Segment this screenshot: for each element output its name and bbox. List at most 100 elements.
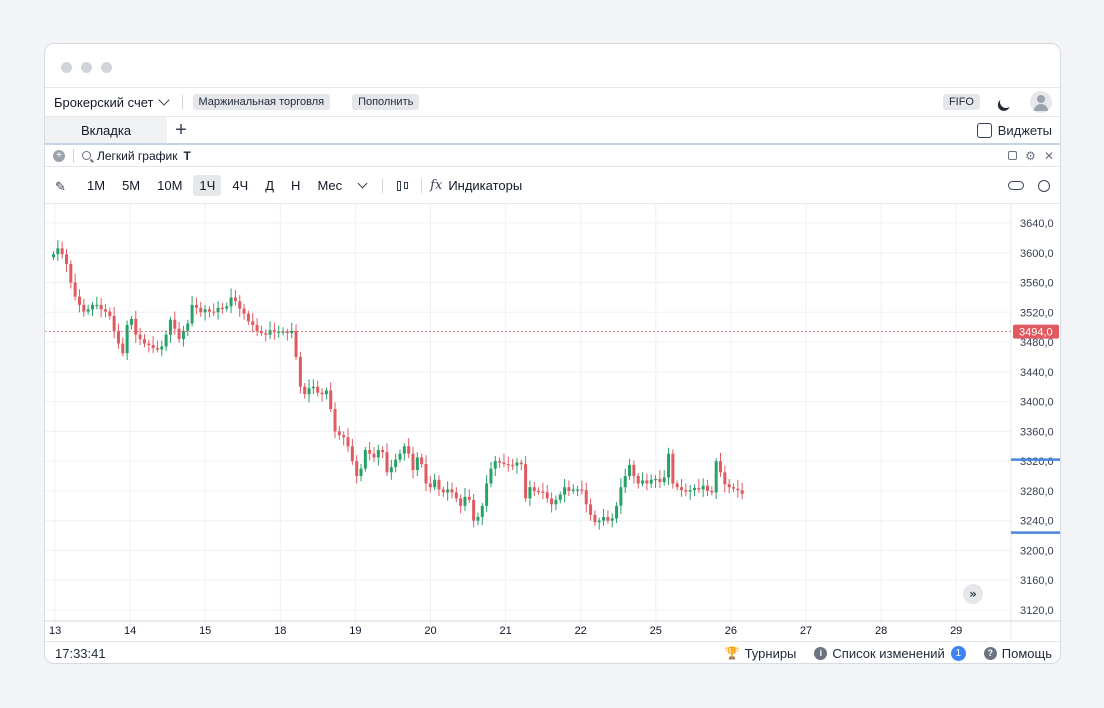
- x-tick-label: 26: [725, 625, 737, 637]
- add-tab-button[interactable]: +: [175, 118, 187, 141]
- help-icon: ?: [983, 646, 997, 660]
- timeframe-day[interactable]: Д: [265, 178, 275, 193]
- candle-body: [212, 311, 216, 313]
- tab-bar: Вкладка + Виджеты: [45, 117, 1060, 145]
- indicators-button[interactable]: Индикаторы: [448, 178, 523, 193]
- y-tick-label: 3360,0: [1020, 426, 1054, 438]
- candle-body: [194, 304, 198, 308]
- tournaments-label: Турниры: [744, 645, 797, 661]
- candle-body: [446, 489, 450, 493]
- candle-body: [90, 304, 94, 310]
- candle-body: [203, 309, 207, 313]
- maximize-icon[interactable]: [1008, 151, 1018, 160]
- timeframe-1m[interactable]: 1М: [87, 178, 106, 193]
- candle-body: [472, 499, 476, 521]
- window-maximize-dot[interactable]: [101, 62, 112, 73]
- candlestick-icon[interactable]: [397, 179, 413, 193]
- candle-body: [216, 307, 220, 313]
- candle-body: [719, 461, 723, 473]
- y-tick-label: 3160,0: [1020, 575, 1054, 587]
- pencil-icon[interactable]: ✎: [55, 178, 66, 194]
- candle-body: [489, 468, 493, 484]
- candle-body: [190, 304, 194, 324]
- candle-body: [355, 461, 359, 477]
- deposit-button[interactable]: Пополнить: [352, 94, 420, 110]
- x-tick-label: 13: [49, 625, 61, 637]
- moon-icon[interactable]: [998, 94, 1013, 109]
- candle-body: [121, 343, 125, 354]
- candle-body: [246, 313, 250, 322]
- candle-body: [437, 479, 441, 490]
- window-minimize-dot[interactable]: [81, 62, 92, 73]
- clock: 17:33:41: [55, 645, 106, 661]
- candle-body: [264, 333, 268, 335]
- candle-body: [511, 464, 515, 467]
- candle-body: [506, 464, 510, 466]
- candle-body: [645, 480, 649, 484]
- search-icon[interactable]: [82, 151, 91, 160]
- margin-trading-button[interactable]: Маржинальная торговля: [192, 94, 331, 110]
- candle-body: [60, 248, 64, 255]
- candle-body: [125, 324, 129, 354]
- candle-body: [155, 348, 159, 350]
- candle-body: [389, 467, 393, 473]
- x-tick-label: 22: [575, 625, 587, 637]
- chevron-down-icon[interactable]: [357, 178, 368, 189]
- tab-vkladka[interactable]: Вкладка: [45, 117, 167, 143]
- candle-body: [51, 254, 55, 258]
- scroll-right-button: [963, 584, 983, 604]
- y-tick-label: 3120,0: [1020, 605, 1054, 617]
- window-close-dot[interactable]: [61, 62, 72, 73]
- candle-body: [64, 254, 68, 264]
- x-tick-label: 27: [800, 625, 812, 637]
- candle-body: [164, 334, 168, 347]
- refresh-icon[interactable]: [1038, 179, 1050, 192]
- candle-body: [268, 330, 272, 335]
- candle-body: [415, 457, 419, 471]
- price-chart[interactable]: 3640,0 3600,0 3560,0 3520,0 3480,0 3440,0 3400…: [45, 204, 1060, 641]
- y-tick-label: 3640,0: [1020, 218, 1054, 230]
- changelog-link[interactable]: i Список изменений 1: [814, 645, 966, 661]
- candle-body: [524, 464, 528, 499]
- double-chevron-right-icon: »: [969, 587, 977, 601]
- chart-area[interactable]: 3640,0 3600,0 3560,0 3520,0 3480,0 3440,0 3400…: [45, 204, 1060, 641]
- timeframe-month[interactable]: Мес: [317, 178, 343, 193]
- y-tick-label: 3600,0: [1020, 248, 1054, 260]
- candle-body: [77, 296, 81, 305]
- timeframe-week[interactable]: Н: [291, 178, 301, 193]
- close-icon[interactable]: ✕: [1043, 148, 1054, 163]
- x-tick-label: 21: [499, 625, 511, 637]
- app-window: Брокерский счет Маржинальная торговля По…: [44, 43, 1061, 664]
- candle-body: [368, 449, 372, 454]
- fx-icon[interactable]: fx: [430, 178, 443, 193]
- candle-body: [498, 461, 502, 463]
- timeframe-10m[interactable]: 10М: [157, 178, 183, 193]
- widgets-button[interactable]: Виджеты: [976, 117, 1060, 143]
- candle-body: [402, 446, 406, 454]
- candle-body: [701, 485, 705, 490]
- candle-body: [333, 409, 337, 432]
- y-tick-label: 3560,0: [1020, 278, 1054, 290]
- timeframe-1h[interactable]: 1Ч: [193, 175, 222, 196]
- help-link[interactable]: ? Помощь: [983, 646, 1052, 661]
- candle-body: [420, 457, 424, 465]
- candle-body: [593, 514, 597, 523]
- account-selector[interactable]: Брокерский счет: [54, 94, 170, 110]
- candle-body: [424, 464, 428, 484]
- timeframe-4h[interactable]: 4Ч: [232, 178, 249, 193]
- fifo-badge[interactable]: FIFO: [942, 94, 980, 110]
- candle-body: [381, 449, 385, 453]
- gear-icon[interactable]: ⚙: [1025, 148, 1036, 163]
- chart-toolbar: ✎ 1М 5М 10М 1Ч 4Ч Д Н Мес fx Индикаторы: [45, 168, 1060, 204]
- avatar[interactable]: [1030, 91, 1052, 113]
- tournaments-link[interactable]: 🏆 Турниры: [725, 646, 797, 661]
- status-bar: 17:33:41 🏆 Турниры i Список изменений 1 …: [45, 641, 1060, 663]
- ticker-symbol[interactable]: T: [183, 148, 191, 163]
- candle-body: [658, 479, 662, 482]
- candle-body: [606, 516, 610, 521]
- add-circle-icon[interactable]: +: [53, 149, 65, 162]
- candle-body: [168, 319, 172, 335]
- cloud-icon[interactable]: [1008, 181, 1024, 190]
- candle-body: [502, 462, 506, 465]
- timeframe-5m[interactable]: 5М: [122, 178, 141, 193]
